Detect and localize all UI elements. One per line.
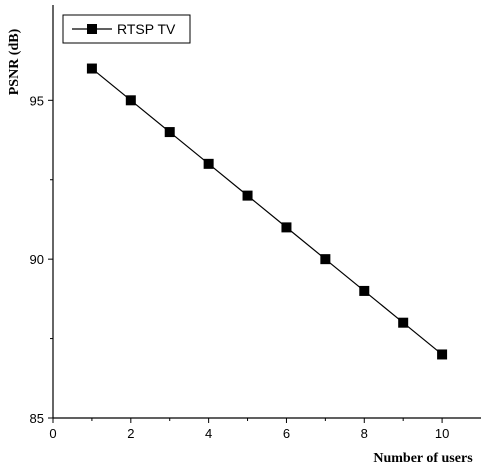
plot-frame	[52, 5, 481, 419]
data-point	[359, 285, 370, 296]
x-axis-title: Number of users	[373, 451, 473, 466]
x-axis: 0 2 4 6 8 10	[49, 418, 449, 441]
legend-box	[62, 14, 191, 44]
x-tick-label: 8	[361, 426, 368, 441]
x-tick-label: 6	[283, 426, 290, 441]
data-point	[86, 63, 97, 74]
x-tick-label: 10	[435, 426, 449, 441]
y-tick-label: 90	[30, 252, 44, 267]
x-tick-label: 0	[49, 426, 56, 441]
series-layer	[86, 63, 448, 360]
legend-label: RTSP TV	[117, 21, 176, 37]
data-point	[203, 158, 214, 169]
data-point	[320, 254, 331, 265]
data-point	[281, 222, 292, 233]
data-point	[437, 349, 448, 360]
x-tick-label: 2	[127, 426, 134, 441]
y-tick-label: 95	[30, 93, 44, 108]
series-line	[91, 68, 443, 355]
y-axis: 85 90 95	[30, 93, 53, 426]
legend: RTSP TV	[62, 14, 191, 44]
y-tick-label: 85	[30, 411, 44, 426]
data-point	[125, 95, 136, 106]
x-tick-label: 4	[205, 426, 212, 441]
y-axis-title: PSNR (dB)	[7, 28, 22, 95]
data-point	[398, 317, 409, 328]
data-point	[164, 127, 175, 138]
data-point	[242, 190, 253, 201]
legend-marker	[87, 24, 97, 34]
